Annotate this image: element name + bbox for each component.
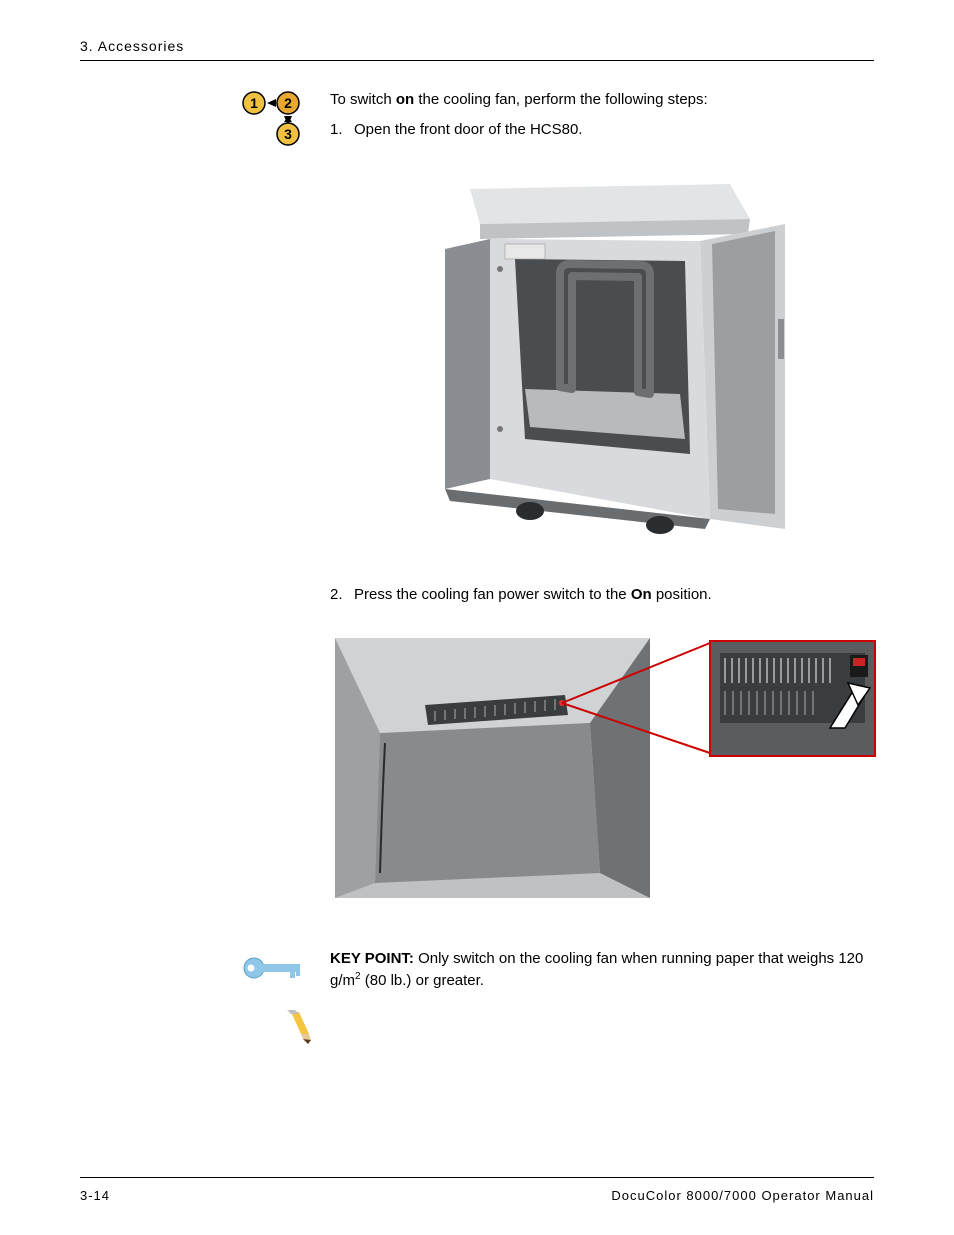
steps-123-icon: 1 2 3: [240, 89, 308, 147]
figure-cooling-fan-switch: [330, 633, 880, 913]
svg-text:1: 1: [250, 95, 258, 111]
step-1: 1. Open the front door of the HCS80.: [330, 119, 874, 141]
step-2: 2. Press the cooling fan power switch to…: [330, 584, 874, 606]
figure-hcs80-open-door: [330, 169, 850, 539]
step-1-text: Open the front door of the HCS80.: [354, 119, 582, 141]
footer-title: DocuColor 8000/7000 Operator Manual: [611, 1188, 874, 1203]
intro-bold: on: [396, 91, 414, 108]
intro-text: To switch on the cooling fan, perform th…: [330, 89, 874, 111]
key-icon: [240, 948, 308, 988]
svg-text:2: 2: [284, 95, 292, 111]
page-footer: 3-14 DocuColor 8000/7000 Operator Manual: [80, 1177, 874, 1203]
step-2-bold: On: [631, 586, 652, 603]
keypoint-suffix: (80 lb.) or greater.: [361, 972, 484, 989]
keypoint-row: KEY POINT: Only switch on the cooling fa…: [240, 948, 874, 992]
footer-page-number: 3-14: [80, 1188, 110, 1203]
step-2-num: 2.: [330, 584, 354, 606]
intro-prefix: To switch: [330, 91, 396, 108]
step-2-prefix: Press the cooling fan power switch to th…: [354, 586, 631, 603]
step-2-text: Press the cooling fan power switch to th…: [354, 584, 712, 606]
step-2-suffix: position.: [652, 586, 712, 603]
step-1-num: 1.: [330, 119, 354, 141]
section-header: 3. Accessories: [80, 38, 874, 61]
svg-text:3: 3: [284, 126, 292, 142]
pencil-icon: [285, 1010, 315, 1045]
intro-suffix: the cooling fan, perform the following s…: [414, 91, 708, 108]
keypoint-bold: KEY POINT:: [330, 950, 414, 967]
keypoint-text: KEY POINT: Only switch on the cooling fa…: [328, 948, 874, 992]
